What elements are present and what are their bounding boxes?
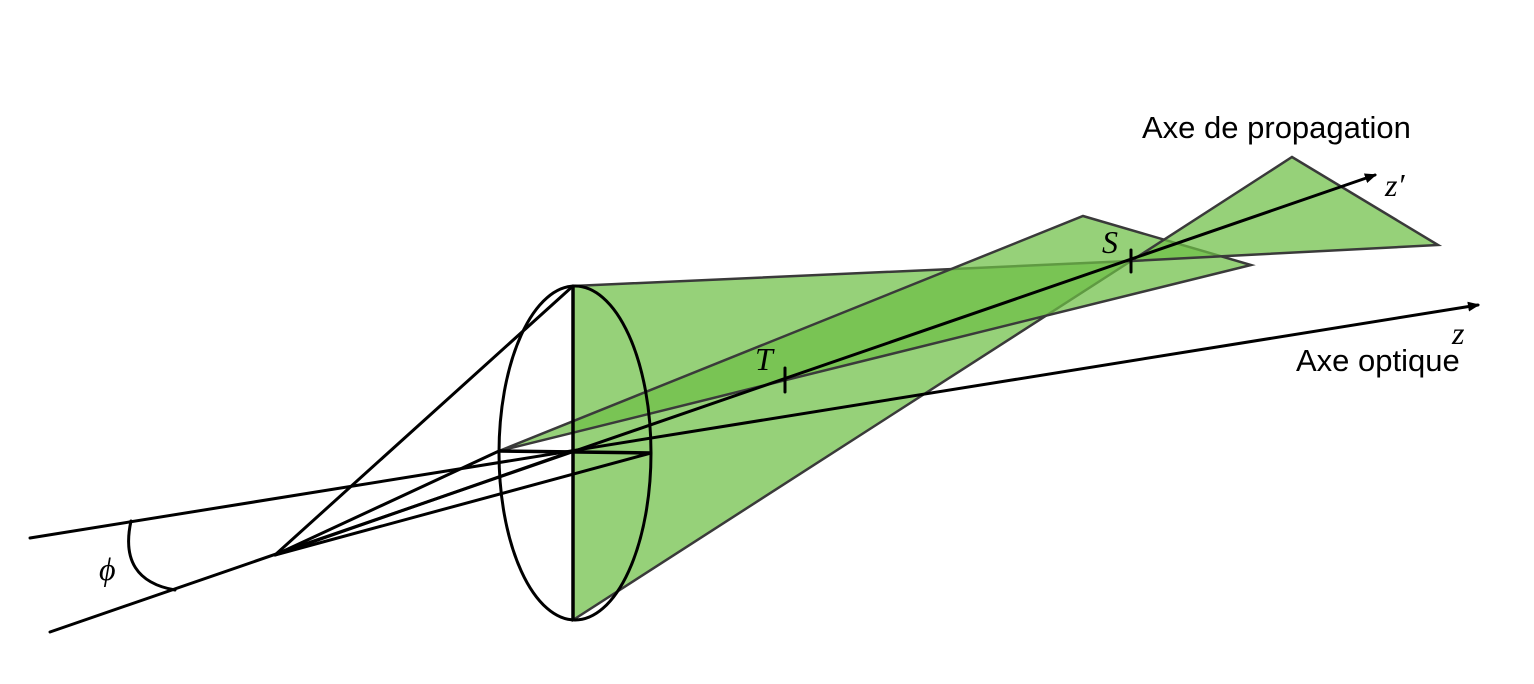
point-t-label: T <box>755 341 775 377</box>
angle-phi-arc <box>127 519 177 592</box>
angle-phi-label: ϕ <box>99 551 116 587</box>
propagation-axis-label: Axe de propagation <box>1142 110 1411 145</box>
optical-axis-line <box>28 301 1480 540</box>
point-s-label: S <box>1102 224 1118 260</box>
beam-fan-horizontal-2 <box>1126 155 1443 263</box>
z-label: z <box>1451 315 1465 351</box>
optical-axis-label: Axe optique <box>1296 343 1460 378</box>
propagation-axis-line <box>48 173 1377 634</box>
beam-fans <box>498 155 1443 623</box>
aperture-horizontal-diameter <box>498 449 652 455</box>
source-rays <box>273 284 653 557</box>
z-prime-label: z′ <box>1384 167 1405 203</box>
